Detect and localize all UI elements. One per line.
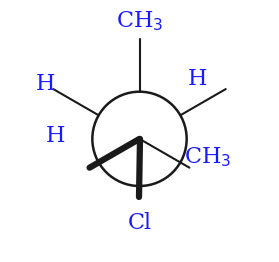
Text: H: H bbox=[35, 73, 55, 95]
Text: Cl: Cl bbox=[128, 212, 151, 234]
Text: H: H bbox=[187, 68, 207, 90]
Text: H: H bbox=[46, 125, 65, 147]
Text: CH$_3$: CH$_3$ bbox=[116, 9, 163, 33]
Text: CH$_3$: CH$_3$ bbox=[184, 145, 231, 169]
